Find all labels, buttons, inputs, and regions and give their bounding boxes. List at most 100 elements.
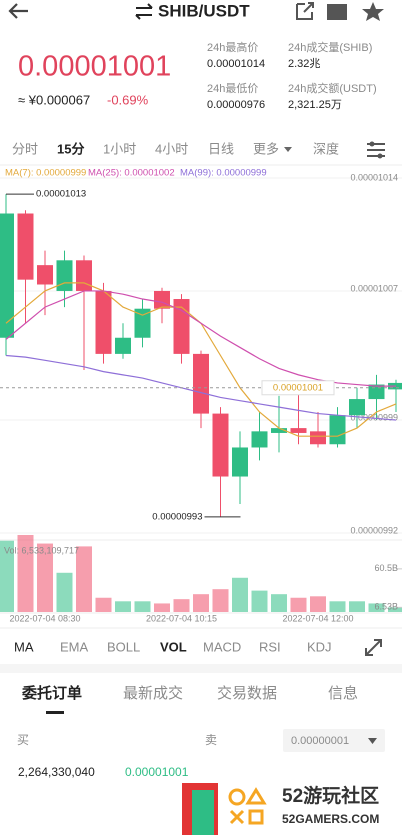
- stat-value: 0.00001014: [207, 58, 265, 70]
- settings-icon[interactable]: [367, 143, 385, 157]
- back-button[interactable]: [8, 3, 28, 19]
- candle-body: [193, 353, 209, 414]
- watermark-shape: [248, 809, 264, 825]
- change-percent: -0.69%: [107, 92, 149, 107]
- kline-chart: MA(7): 0.00000999 MA(25): 0.00001002 MA(99…: [0, 168, 402, 623]
- interval-tab[interactable]: 分时: [12, 141, 38, 156]
- candle-body: [37, 265, 53, 285]
- indicator-tab[interactable]: VOL: [160, 639, 187, 654]
- watermark-logo: [222, 784, 278, 832]
- legend-entry: MA(99): 0.00000999: [180, 168, 267, 179]
- volume-bar: [271, 594, 287, 612]
- tab-underline: [46, 711, 64, 714]
- x-tick-label: 2022-07-04 12:00: [282, 613, 353, 623]
- volume-bar: [232, 577, 248, 612]
- watermark-site: 52GAMERS.COM: [282, 812, 379, 826]
- candle-body: [95, 290, 112, 354]
- stat-value: 2,321.25万: [288, 99, 342, 111]
- volume-bar: [56, 572, 73, 612]
- candle-body: [251, 431, 268, 448]
- interval-tab[interactable]: 1小时: [103, 141, 136, 156]
- watermark-shape: [245, 787, 267, 805]
- favorite-icon[interactable]: [362, 2, 384, 21]
- interval-tab[interactable]: 更多: [253, 141, 279, 156]
- candle-body: [271, 428, 287, 433]
- y-tick-label: 0.00001014: [350, 172, 398, 182]
- bid-price: 0.00001001: [125, 765, 189, 779]
- interval-tab[interactable]: 日线: [208, 141, 234, 156]
- x-tick-label: 2022-07-04 08:30: [9, 613, 80, 623]
- watermark-shape: [228, 788, 246, 806]
- candle-body: [17, 213, 34, 280]
- indicator-tab[interactable]: MACD: [203, 639, 241, 654]
- volume-tick-label: 60.5B: [374, 563, 398, 573]
- bottom-tab[interactable]: 最新成交: [123, 684, 183, 702]
- stat-label: 24h最低价: [207, 82, 258, 95]
- volume-title: Vol: 6,533,109,717: [4, 545, 79, 555]
- legend-entry: MA(7): 0.00000999: [5, 168, 86, 179]
- volume-bar: [329, 601, 346, 612]
- stat-label: 24h成交量(SHIB): [288, 40, 372, 54]
- volume-bar: [290, 597, 307, 612]
- candle-body: [232, 447, 248, 477]
- candle-body: [154, 290, 170, 309]
- ma-line: [5, 354, 397, 421]
- volume-bar: [115, 601, 131, 612]
- interval-tab[interactable]: 深度: [313, 141, 339, 156]
- volume-bar: [17, 534, 34, 612]
- interval-tab-active[interactable]: 15分: [57, 141, 84, 156]
- settings-knob: [377, 153, 383, 159]
- indicator-tab[interactable]: RSI: [259, 639, 281, 654]
- pair-title[interactable]: SHIB/USDT: [158, 1, 250, 20]
- volume-bar: [173, 599, 190, 612]
- candle-body: [349, 399, 365, 416]
- indicator-tab[interactable]: EMA: [60, 639, 89, 654]
- swap-icon[interactable]: [135, 3, 153, 20]
- precision-value: 0.00000001: [291, 735, 349, 747]
- volume-bar: [251, 590, 268, 612]
- bottom-tab[interactable]: 信息: [328, 685, 358, 702]
- stat-label: 24h成交额(USDT): [288, 81, 377, 95]
- bottom-tab-active[interactable]: 委托订单: [22, 684, 82, 702]
- volume-bar: [134, 601, 151, 612]
- watermark-shape: [229, 809, 245, 825]
- last-price: 0.00001001: [18, 51, 171, 83]
- dropdown-arrow: [368, 738, 377, 744]
- candle-body: [56, 260, 73, 291]
- volume-bar: [0, 540, 14, 612]
- indicator-tab[interactable]: MA: [14, 639, 34, 654]
- bottom-tab[interactable]: 交易数据: [217, 684, 277, 702]
- layout-icon[interactable]: [327, 4, 347, 20]
- stat-value: 2.32兆: [288, 57, 320, 70]
- y-tick-label: 0.00001007: [350, 283, 398, 293]
- fullscreen-icon[interactable]: [365, 639, 382, 656]
- bid-amount: 2,264,330,040: [18, 765, 95, 779]
- section-gap: [0, 664, 402, 673]
- sell-header: 卖: [205, 733, 217, 747]
- watermark-block: [192, 790, 214, 835]
- candle-body: [290, 428, 307, 433]
- stat-value: 0.00000976: [207, 99, 265, 111]
- cny-price: ≈ ¥0.000067: [18, 92, 90, 107]
- volume-bar: [37, 543, 53, 612]
- precision-select[interactable]: [283, 729, 385, 752]
- indicator-tab[interactable]: KDJ: [307, 639, 332, 654]
- indicator-tab[interactable]: BOLL: [107, 639, 140, 654]
- share-icon[interactable]: [296, 2, 314, 20]
- volume-bar: [310, 596, 326, 612]
- candle-body: [212, 413, 229, 477]
- buy-header: 买: [17, 733, 29, 747]
- volume-bar: [95, 597, 112, 612]
- watermark-name: 52游玩社区: [282, 784, 379, 807]
- max-label: 0.00001013: [36, 189, 86, 200]
- volume-bar: [212, 589, 229, 612]
- y-tick-label: 0.00000999: [350, 412, 398, 422]
- volume-bar: [76, 546, 92, 612]
- candle-body: [0, 213, 14, 338]
- last-price-label: 0.00001001: [273, 382, 323, 393]
- candle-body: [115, 337, 131, 354]
- volume-bar: [388, 607, 402, 612]
- interval-tab[interactable]: 4小时: [155, 141, 188, 156]
- candle-body: [134, 308, 151, 338]
